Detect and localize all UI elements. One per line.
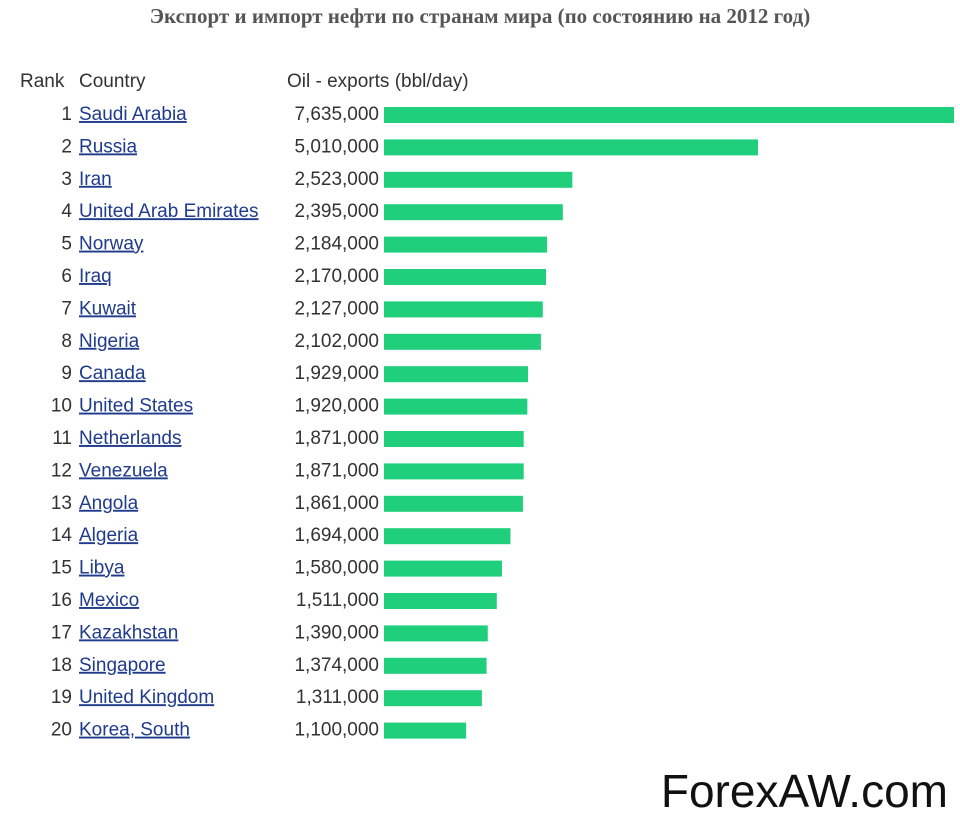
rank: 4 <box>61 201 72 222</box>
country-link[interactable]: United Arab Emirates <box>79 201 259 222</box>
rank: 13 <box>51 493 72 514</box>
value-label: 2,170,000 <box>294 266 379 287</box>
rank-header: Rank <box>20 71 65 92</box>
country-link[interactable]: United Kingdom <box>79 687 214 708</box>
bar <box>384 463 524 480</box>
value-label: 2,102,000 <box>294 331 379 352</box>
rank: 1 <box>61 104 72 125</box>
country-link[interactable]: Netherlands <box>79 428 181 449</box>
value-label: 1,580,000 <box>294 558 379 579</box>
country-link[interactable]: Mexico <box>79 590 139 611</box>
value-label: 1,929,000 <box>294 363 379 384</box>
bar <box>384 722 467 739</box>
value-label: 2,395,000 <box>294 201 379 222</box>
value-label: 5,010,000 <box>294 136 379 157</box>
rank: 18 <box>51 655 72 676</box>
country-link[interactable]: Kuwait <box>79 298 137 319</box>
rank: 2 <box>61 136 72 157</box>
country-link[interactable]: Russia <box>79 136 138 157</box>
country-link[interactable]: Venezuela <box>79 460 168 481</box>
rank: 20 <box>51 720 72 741</box>
bar <box>384 171 573 188</box>
bar <box>384 204 563 221</box>
country-link[interactable]: Korea, South <box>79 720 190 741</box>
bar <box>384 657 487 674</box>
rank: 5 <box>61 234 72 255</box>
bar <box>384 431 524 447</box>
bar <box>384 139 759 156</box>
bar <box>384 301 543 318</box>
rank: 9 <box>61 363 72 384</box>
rank: 15 <box>51 558 72 579</box>
rank: 19 <box>51 687 72 708</box>
value-label: 2,127,000 <box>294 298 379 319</box>
bar <box>384 107 954 123</box>
country-link[interactable]: Kazakhstan <box>79 622 178 643</box>
value-header: Oil - exports (bbl/day) <box>287 71 469 92</box>
country-link[interactable]: Norway <box>79 234 144 255</box>
bar <box>384 333 541 350</box>
country-link[interactable]: Iraq <box>79 266 112 287</box>
country-link[interactable]: Singapore <box>79 655 166 676</box>
value-label: 1,861,000 <box>294 493 379 514</box>
rank: 3 <box>61 169 72 190</box>
country-link[interactable]: Nigeria <box>79 331 140 352</box>
bar <box>384 398 528 415</box>
country-link[interactable]: Saudi Arabia <box>79 104 187 125</box>
rank: 7 <box>61 298 72 319</box>
value-label: 1,511,000 <box>296 590 379 611</box>
rank: 6 <box>61 266 72 287</box>
rank: 8 <box>61 331 72 352</box>
rank: 14 <box>51 525 73 546</box>
value-label: 1,311,000 <box>296 687 379 708</box>
country-link[interactable]: Angola <box>79 493 139 514</box>
bar <box>384 593 497 609</box>
country-link[interactable]: Libya <box>79 558 125 579</box>
bar <box>384 625 488 642</box>
bar <box>384 690 482 707</box>
bar <box>384 528 511 545</box>
bar <box>384 366 529 383</box>
rank: 17 <box>51 622 72 643</box>
bar <box>384 269 547 285</box>
country-link[interactable]: Canada <box>79 363 146 384</box>
value-label: 1,374,000 <box>294 655 379 676</box>
value-label: 1,694,000 <box>294 525 379 546</box>
country-link[interactable]: Algeria <box>79 525 139 546</box>
value-label: 1,100,000 <box>294 720 379 741</box>
chart-title: Экспорт и импорт нефти по странам мира (… <box>150 4 810 28</box>
value-label: 1,390,000 <box>294 622 379 643</box>
rank: 12 <box>51 460 72 481</box>
country-link[interactable]: Iran <box>79 169 112 190</box>
value-label: 1,920,000 <box>294 396 379 417</box>
value-label: 2,523,000 <box>294 169 379 190</box>
country-link[interactable]: United States <box>79 396 193 417</box>
country-header: Country <box>79 71 146 92</box>
value-label: 2,184,000 <box>294 234 379 255</box>
value-label: 7,635,000 <box>294 104 379 125</box>
bar <box>384 495 523 512</box>
watermark: ForexAW.com <box>661 765 948 817</box>
value-label: 1,871,000 <box>294 460 379 481</box>
rank: 10 <box>51 396 72 417</box>
bar <box>384 236 548 253</box>
rank: 16 <box>51 590 72 611</box>
rank: 11 <box>52 428 72 449</box>
value-label: 1,871,000 <box>294 428 379 449</box>
bar <box>384 560 502 577</box>
